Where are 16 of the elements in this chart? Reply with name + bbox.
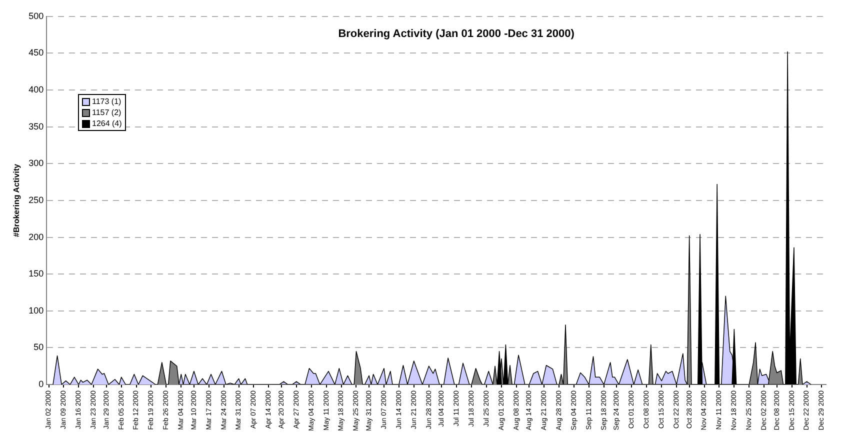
y-tick-label: 150: [28, 268, 44, 279]
y-tick-label: 450: [28, 48, 44, 58]
legend-label: 1264 (4): [92, 118, 122, 129]
legend-label: 1173 (1): [92, 96, 122, 107]
text: Brokering Activity (Jan 01 2000 -Dec 31 2000): [338, 28, 575, 40]
y-tick-label: 400: [28, 84, 44, 95]
y-tick-label: 350: [28, 121, 44, 132]
legend-label: 1157 (2): [92, 107, 122, 118]
y-tick-label: 300: [28, 158, 44, 168]
y-axis-title: #Brokering Activity: [12, 163, 22, 237]
y-tick-label: 100: [28, 305, 44, 316]
y-tick-label: 0: [38, 379, 44, 390]
y-tick-label: 200: [28, 232, 44, 242]
y-tick-label: 50: [34, 342, 44, 352]
y-tick-label: 250: [28, 194, 44, 205]
y-tick-label: 500: [28, 10, 44, 21]
